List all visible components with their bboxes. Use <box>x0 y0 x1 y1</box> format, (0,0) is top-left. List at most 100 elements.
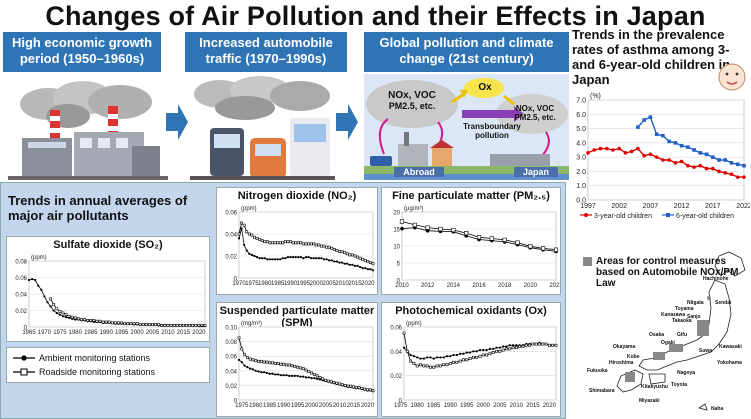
x-tick-label: 1995 <box>297 281 311 287</box>
data-point <box>120 321 124 325</box>
data-point <box>282 362 286 366</box>
data-point <box>240 360 243 364</box>
data-point <box>349 384 353 388</box>
data-point <box>255 256 259 259</box>
data-point <box>425 364 429 368</box>
data-point <box>468 357 472 361</box>
x-tick-label: 1970 <box>38 330 52 336</box>
data-point <box>240 227 243 230</box>
y-tick-label: 0.02 <box>390 374 402 380</box>
data-point <box>505 345 508 348</box>
data-point <box>268 258 272 261</box>
data-point <box>364 267 367 270</box>
map-legend: Areas for control measures based on Auto… <box>583 256 743 289</box>
data-point <box>366 260 370 263</box>
data-point <box>286 240 290 244</box>
data-point <box>338 250 341 254</box>
map-label: Hachinohe <box>703 276 729 282</box>
x-tick-label: 1980 <box>258 281 272 287</box>
data-point <box>464 230 469 236</box>
data-point <box>30 278 34 281</box>
data-point <box>144 323 148 326</box>
data-point <box>255 236 259 240</box>
data-point <box>501 348 505 352</box>
data-point <box>415 364 419 368</box>
data-point <box>592 148 597 152</box>
so2-panel: Sulfate dioxide (SO₂) 0 0.02 0.04 0.06 0.08 1… <box>6 236 210 342</box>
data-point <box>98 319 102 323</box>
x-tick-label: 1975 <box>53 330 67 336</box>
data-point <box>686 163 690 168</box>
data-point <box>481 353 485 357</box>
y-tick-label: 0.04 <box>390 350 402 356</box>
data-point <box>327 245 331 249</box>
data-point <box>698 163 703 168</box>
data-point <box>405 349 409 353</box>
data-point <box>325 258 328 261</box>
data-point <box>723 158 728 162</box>
legend-marker <box>666 213 670 217</box>
data-point <box>505 347 508 351</box>
y-tick-label: 3.0 <box>576 155 586 162</box>
data-point <box>465 358 469 362</box>
data-point <box>61 315 65 318</box>
data-point <box>291 241 295 245</box>
cloud-abroad-label: NOx, VOC <box>388 90 436 101</box>
data-point <box>322 244 326 248</box>
data-point <box>586 151 590 155</box>
data-point <box>438 364 442 368</box>
data-point <box>318 375 322 379</box>
spm-title: Suspended particulate matter (SPM) <box>219 305 375 329</box>
data-point <box>309 242 313 246</box>
data-point <box>257 359 260 363</box>
data-point <box>435 364 439 368</box>
map-label: Kobe <box>627 354 640 360</box>
data-point <box>648 152 653 157</box>
data-point <box>735 175 740 179</box>
data-point <box>514 346 518 350</box>
data-point <box>304 368 308 372</box>
y-tick-label: 2.0 <box>576 169 586 176</box>
data-point <box>276 258 279 261</box>
x-tick-label: 2022 <box>736 203 750 210</box>
data-point <box>307 376 310 379</box>
data-point <box>742 175 746 179</box>
data-point <box>343 384 347 387</box>
data-point <box>475 356 479 359</box>
y-tick-label: 0.06 <box>15 276 27 282</box>
x-tick-label: 1980 <box>69 330 83 336</box>
y-tick-label: 0.04 <box>225 233 237 239</box>
data-point <box>58 309 62 313</box>
data-point <box>287 363 291 367</box>
data-point <box>358 256 362 260</box>
legend-label: 3-year-old children <box>594 213 652 220</box>
data-point <box>296 374 299 378</box>
y-axis-label: (ppm) <box>241 206 257 212</box>
data-point <box>260 239 264 243</box>
data-point <box>332 247 336 251</box>
data-point <box>488 352 492 356</box>
data-point <box>482 349 485 352</box>
x-tick-label: 1990 <box>277 403 291 409</box>
data-point <box>511 344 515 347</box>
data-point <box>498 349 502 353</box>
data-point <box>452 360 455 364</box>
map-label: Toyama <box>675 306 694 312</box>
data-point <box>301 367 305 371</box>
data-point <box>58 313 61 316</box>
data-point <box>237 336 241 340</box>
data-point <box>114 321 117 325</box>
data-point <box>276 373 280 376</box>
data-point <box>432 365 436 369</box>
no2-title: Nitrogen dioxide (NO₂) <box>237 190 357 202</box>
data-point <box>273 241 277 245</box>
data-point <box>70 315 74 319</box>
data-point <box>178 323 182 327</box>
data-point <box>163 323 167 327</box>
data-point <box>315 257 318 260</box>
data-point <box>617 146 621 151</box>
data-point <box>243 353 246 357</box>
data-point <box>307 256 310 259</box>
data-point <box>141 323 145 326</box>
x-tick-label: 2010 <box>161 330 175 336</box>
